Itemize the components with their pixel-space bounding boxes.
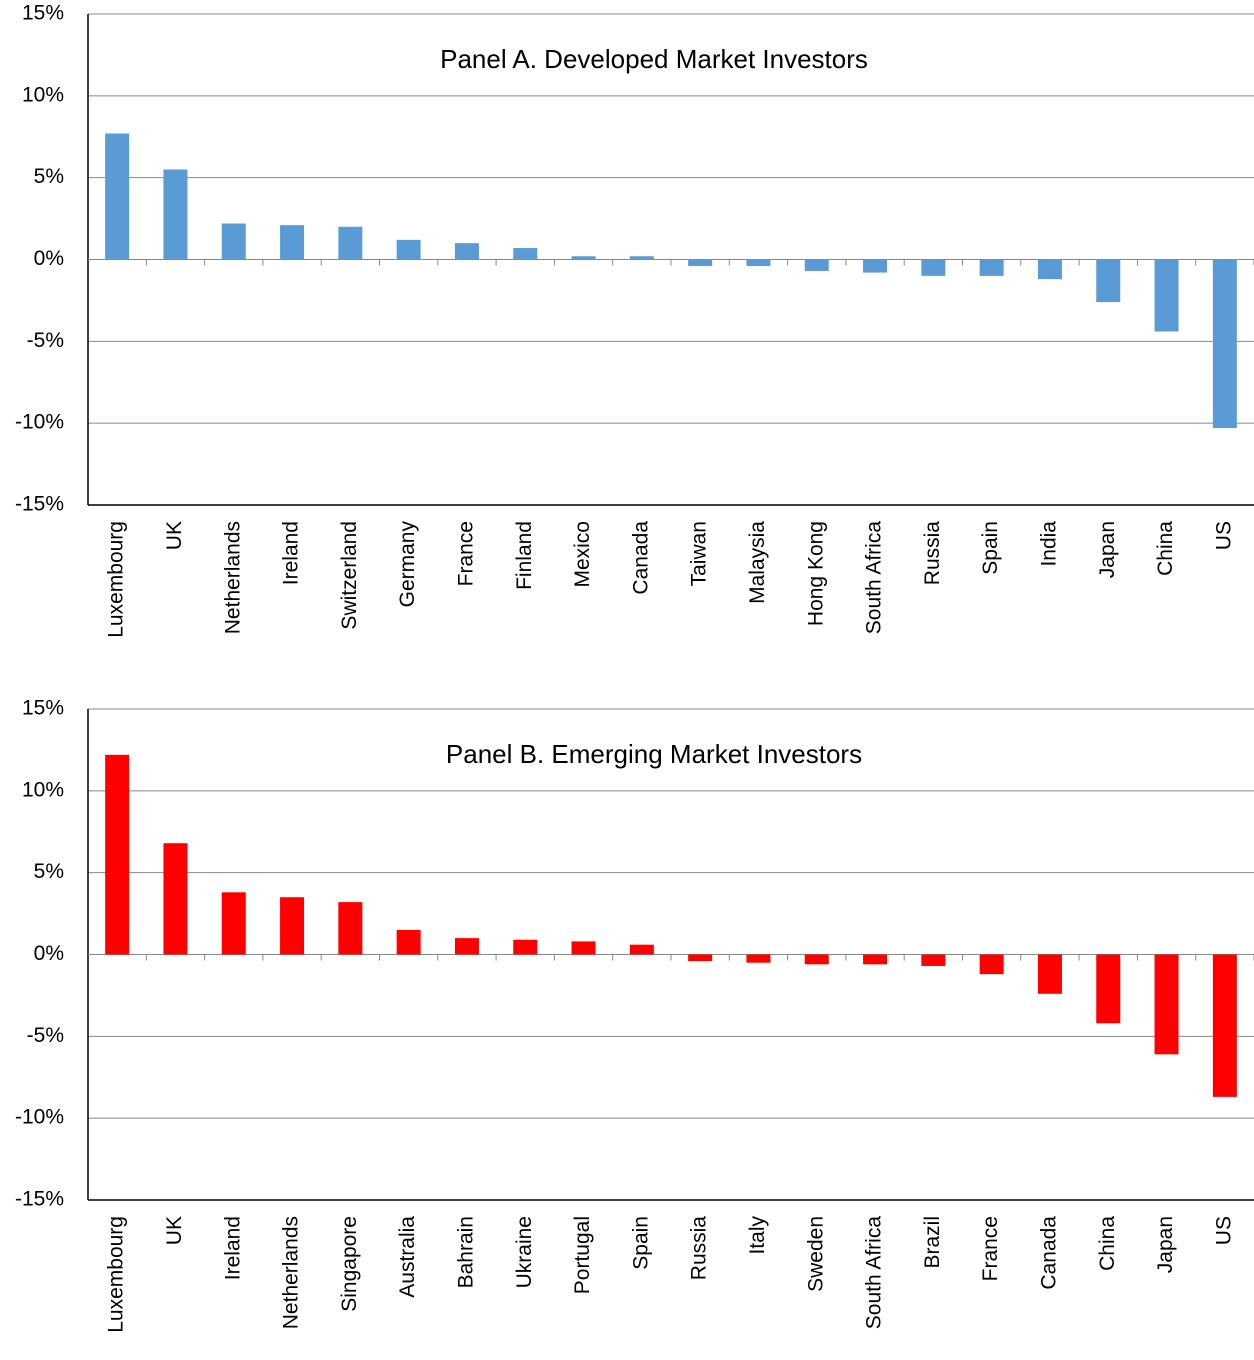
- x-tick-label: Brazil: [921, 1216, 944, 1269]
- x-tick-label: Malaysia: [746, 521, 769, 604]
- y-tick-label: 0%: [34, 247, 64, 270]
- bar: [921, 259, 946, 276]
- bar: [163, 169, 188, 260]
- x-tick-label: Canada: [629, 521, 652, 595]
- x-tick-label: Spain: [979, 521, 1002, 575]
- x-tick-label: Japan: [1096, 521, 1119, 578]
- x-tick-label: US: [1212, 1216, 1235, 1245]
- y-tick-label: 10%: [22, 83, 64, 106]
- bar: [338, 226, 363, 260]
- bar: [454, 243, 479, 260]
- x-tick-label: France: [454, 521, 477, 586]
- bar: [804, 954, 829, 965]
- bar: [1154, 259, 1179, 332]
- y-tick-label: 10%: [22, 778, 64, 801]
- bar: [921, 954, 946, 966]
- x-tick-label: Japan: [1154, 1216, 1177, 1273]
- y-tick-label: 5%: [34, 165, 64, 188]
- bar: [280, 225, 305, 260]
- bar: [688, 259, 713, 267]
- bar: [746, 954, 771, 963]
- bar: [1154, 954, 1179, 1055]
- bar: [1096, 954, 1121, 1024]
- x-tick-label: France: [979, 1216, 1002, 1281]
- x-tick-label: Switzerland: [338, 521, 361, 630]
- bar: [979, 954, 1004, 975]
- y-tick-label: -15%: [15, 493, 64, 516]
- x-tick-label: Sweden: [804, 1216, 827, 1292]
- y-tick-label: -10%: [15, 411, 64, 434]
- y-tick-label: -5%: [27, 329, 64, 352]
- bar: [513, 939, 538, 955]
- x-tick-label: India: [1037, 521, 1060, 567]
- bar: [979, 259, 1004, 276]
- x-tick-label: China: [1154, 521, 1177, 576]
- bar: [571, 256, 596, 260]
- x-tick-label: Luxembourg: [105, 521, 128, 638]
- chart-title: Panel A. Developed Market Investors: [440, 44, 868, 74]
- x-tick-label: South Africa: [863, 1216, 886, 1330]
- bar: [1212, 259, 1237, 429]
- bar: [1096, 259, 1121, 303]
- x-tick-label: Singapore: [338, 1216, 361, 1312]
- x-tick-label: Australia: [396, 1216, 419, 1298]
- x-tick-label: Russia: [921, 521, 944, 586]
- bar: [221, 223, 246, 260]
- y-tick-label: -10%: [15, 1106, 64, 1129]
- x-tick-label: Hong Kong: [804, 521, 827, 626]
- bar: [571, 941, 596, 955]
- y-tick-label: -15%: [15, 1188, 64, 1211]
- x-tick-label: Italy: [746, 1216, 769, 1255]
- x-tick-label: Ireland: [280, 521, 303, 585]
- x-tick-label: Netherlands: [280, 1216, 303, 1329]
- x-tick-label: China: [1096, 1216, 1119, 1271]
- x-tick-label: UK: [163, 521, 186, 550]
- x-tick-label: Spain: [629, 1216, 652, 1270]
- y-tick-label: -5%: [27, 1024, 64, 1047]
- bar: [105, 754, 130, 955]
- bar: [629, 256, 654, 260]
- x-tick-label: Bahrain: [454, 1216, 477, 1288]
- bar: [746, 259, 771, 267]
- x-tick-label: Luxembourg: [105, 1216, 128, 1333]
- bar: [1037, 954, 1062, 994]
- y-tick-label: 0%: [34, 942, 64, 965]
- chart-title: Panel B. Emerging Market Investors: [446, 739, 862, 769]
- x-tick-label: Ireland: [221, 1216, 244, 1280]
- x-tick-label: UK: [163, 1216, 186, 1245]
- x-tick-label: Canada: [1037, 1216, 1060, 1290]
- bar: [396, 929, 421, 955]
- y-tick-label: 5%: [34, 860, 64, 883]
- bar: [804, 259, 829, 271]
- x-tick-label: Germany: [396, 521, 419, 608]
- x-tick-label: Portugal: [571, 1216, 594, 1294]
- x-tick-label: South Africa: [863, 521, 886, 635]
- x-tick-label: US: [1212, 521, 1235, 550]
- bar: [221, 892, 246, 955]
- bar: [863, 954, 888, 965]
- bar: [163, 843, 188, 955]
- x-tick-label: Taiwan: [688, 521, 711, 586]
- bar: [688, 954, 713, 962]
- bar: [1212, 954, 1237, 1097]
- bar: [513, 248, 538, 260]
- bar: [396, 239, 421, 260]
- x-tick-label: Russia: [688, 1216, 711, 1281]
- x-tick-label: Netherlands: [221, 521, 244, 634]
- bar: [338, 902, 363, 955]
- bar: [105, 133, 130, 260]
- x-tick-label: Mexico: [571, 521, 594, 588]
- y-tick-label: 15%: [22, 697, 64, 720]
- bar: [629, 944, 654, 955]
- bar: [1037, 259, 1062, 280]
- bar: [280, 897, 305, 955]
- bar: [454, 938, 479, 955]
- bar: [863, 259, 888, 273]
- x-tick-label: Ukraine: [513, 1216, 536, 1288]
- x-tick-label: Finland: [513, 521, 536, 590]
- y-tick-label: 15%: [22, 2, 64, 25]
